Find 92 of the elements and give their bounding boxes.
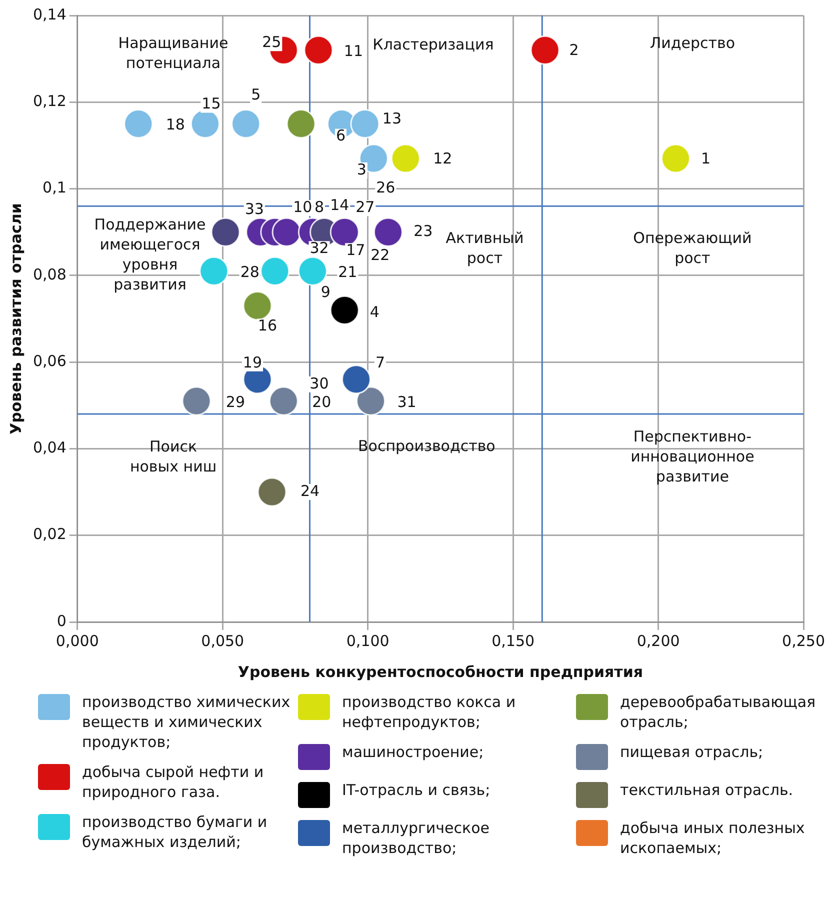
point [330, 295, 360, 325]
annotation: Активный рост [446, 228, 524, 267]
x-tick-label: 0,000 [56, 632, 99, 650]
point [530, 35, 560, 65]
annotation: 26 [376, 178, 396, 196]
annotation: 24 [300, 482, 320, 500]
y-tick-label: 0 [56, 612, 66, 630]
legend-label: деревообрабатывающая отрасль; [620, 692, 817, 732]
y-tick-label: 0,12 [32, 92, 66, 110]
point [341, 364, 371, 394]
annotation: 12 [433, 149, 452, 168]
point [660, 144, 690, 174]
point [298, 256, 328, 286]
annotation: 11 [344, 42, 364, 60]
annotation: 14 [330, 196, 350, 214]
y-axis-title: Уровень развития отрасли [6, 203, 25, 434]
point [260, 256, 290, 286]
annotation: 30 [310, 374, 329, 392]
point [373, 217, 403, 247]
annotation: 15 [202, 94, 221, 113]
legend-label: добыча иных полезных ископаемых; [620, 818, 806, 858]
annotation: 8 [314, 198, 324, 216]
point [210, 217, 240, 247]
y-tick-label: 0,04 [32, 438, 66, 457]
annotation: 4 [370, 302, 380, 321]
annotation: 16 [258, 316, 278, 335]
annotation: 32 [310, 239, 329, 257]
point [242, 291, 272, 321]
annotation: 22 [370, 246, 390, 264]
annotation: 6 [336, 126, 346, 145]
x-axis-title: Уровень конкурентоспособности предприятия [238, 662, 644, 681]
annotation: 2 [569, 41, 579, 60]
point [350, 109, 380, 139]
legend-label: производство кокса и нефтепродуктов; [342, 692, 517, 732]
annotation: 27 [356, 198, 375, 216]
annotation: Поддержание имеющегося уровня развития [94, 216, 206, 294]
annotation: 18 [166, 116, 185, 134]
x-tick-label: 0,200 [636, 632, 680, 650]
annotation: 28 [240, 262, 260, 281]
annotation: 9 [320, 282, 330, 301]
annotation: 29 [226, 392, 246, 411]
annotation: 3 [356, 160, 366, 178]
x-tick-label: 0,100 [346, 632, 390, 650]
x-tick-label: 0,150 [492, 632, 535, 650]
annotation: 5 [251, 86, 261, 104]
annotation: 21 [338, 262, 358, 281]
annotation: 13 [382, 110, 402, 128]
y-tick-label: 0,14 [32, 5, 66, 24]
legend-label: производство бумаги и бумажных изделий; [82, 812, 268, 852]
y-tick-label: 0,08 [32, 265, 66, 284]
point [390, 144, 420, 174]
x-tick-label: 0,050 [201, 632, 244, 650]
point [268, 386, 298, 416]
point [182, 386, 212, 416]
x-tick-label: 0,250 [782, 632, 826, 650]
legend-label: добыча сырой нефти и природного газа. [82, 762, 265, 802]
point [199, 256, 229, 286]
legend-label: производство химических веществ и химических продуктов; [82, 692, 292, 752]
annotation: Воспроизводство [358, 437, 496, 456]
annotation: 31 [397, 392, 416, 411]
point [286, 109, 316, 139]
point [356, 386, 386, 416]
point [272, 217, 302, 247]
y-tick-label: 0,06 [32, 352, 66, 370]
annotation: Лидерство [650, 34, 736, 52]
annotation: Наращивание потенциала [118, 34, 228, 72]
y-tick-label: 0,1 [42, 178, 66, 197]
annotation: 23 [414, 222, 433, 240]
point [358, 144, 388, 174]
annotation: 17 [346, 241, 366, 259]
legend-label: машиностроение; [342, 742, 484, 762]
annotation: 33 [244, 200, 264, 218]
annotation: Опережающий рост [633, 228, 752, 267]
annotation: Кластеризация [372, 36, 494, 54]
point [231, 109, 261, 139]
legend-label: металлургическое производство; [342, 818, 490, 858]
point [304, 35, 334, 65]
y-tick-label: 0,02 [32, 525, 66, 544]
annotation: 20 [312, 392, 332, 411]
annotation: 25 [262, 33, 282, 52]
legend-label: IT-отрасль и связь; [342, 780, 490, 800]
point [190, 109, 220, 139]
legend-label: пищевая отрасль; [620, 742, 764, 762]
annotation: 1 [700, 149, 711, 168]
point [124, 109, 154, 139]
annotation: Перспективно- инновационное развитие [630, 428, 754, 486]
annotation: 7 [375, 353, 386, 372]
annotation: Поиск новых ниш [130, 438, 217, 476]
point [257, 477, 287, 507]
annotation: 19 [242, 353, 262, 372]
annotation: 10 [293, 198, 312, 216]
legend-label: текстильная отрасль. [620, 780, 794, 800]
